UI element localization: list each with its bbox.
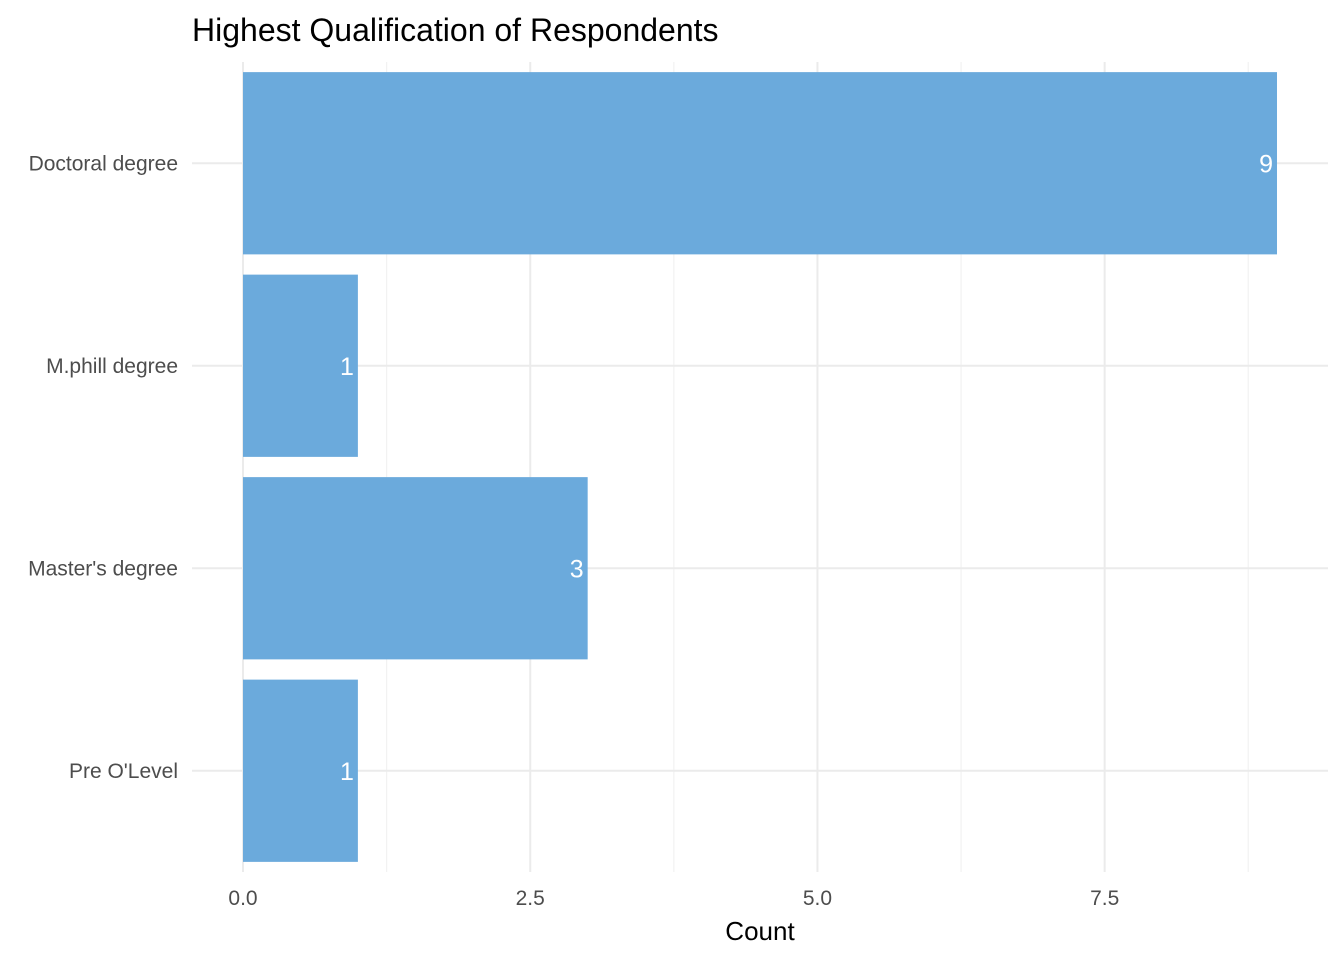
bar (243, 72, 1277, 255)
bar (243, 477, 588, 660)
y-tick-label: M.phill degree (46, 355, 178, 378)
y-axis-tick-labels: Doctoral degree M.phill degree Master's de… (28, 152, 178, 783)
x-axis-title: Count (725, 916, 795, 946)
y-tick-label: Doctoral degree (29, 152, 178, 175)
data-label: 3 (570, 555, 584, 583)
data-labels: 9 1 3 1 (340, 150, 1273, 786)
y-tick-label: Master's degree (28, 557, 178, 580)
y-tick-label: Pre O'Level (69, 760, 178, 783)
x-tick-label: 7.5 (1090, 887, 1119, 910)
x-tick-label: 5.0 (803, 887, 832, 910)
x-tick-label: 0.0 (228, 887, 257, 910)
x-axis-tick-labels: 0.0 2.5 5.0 7.5 (228, 887, 1119, 910)
data-label: 9 (1259, 150, 1273, 178)
bar (243, 679, 358, 862)
bar (243, 274, 358, 457)
data-label: 1 (340, 353, 354, 381)
x-tick-label: 2.5 (516, 887, 545, 910)
chart-title: Highest Qualification of Respondents (192, 12, 719, 48)
bars (243, 72, 1277, 862)
data-label: 1 (340, 758, 354, 786)
